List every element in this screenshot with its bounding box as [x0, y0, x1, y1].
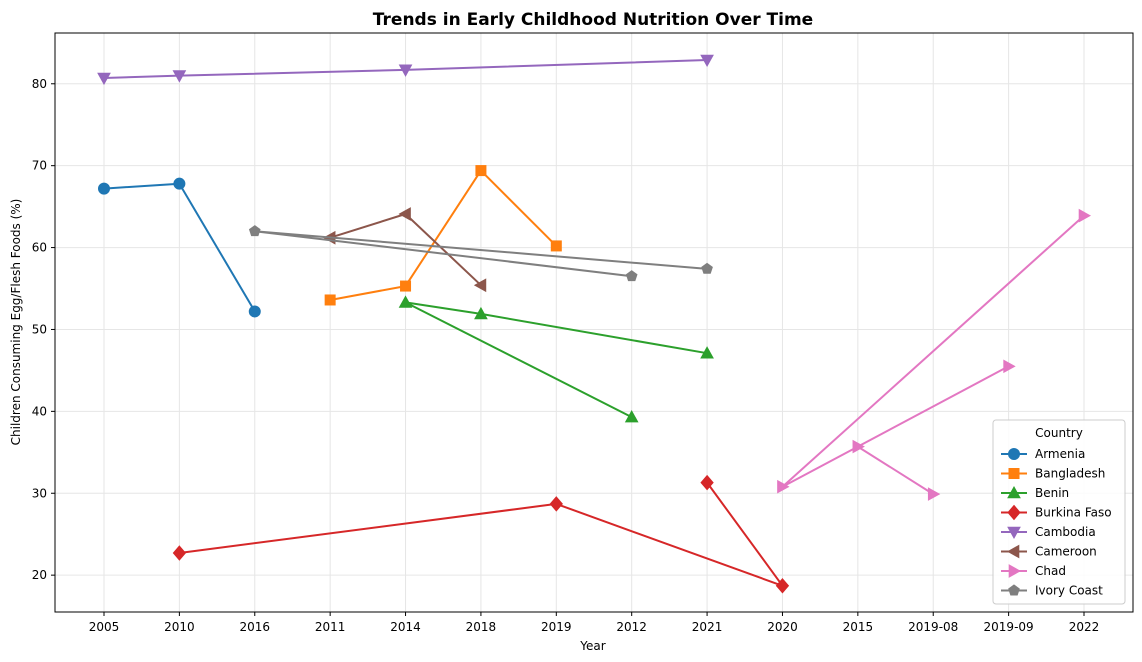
- x-tick-label: 2018: [466, 620, 497, 634]
- data-point: [248, 305, 261, 318]
- x-tick-label: 2019: [541, 620, 572, 634]
- y-tick-label: 40: [32, 404, 47, 418]
- data-point: [700, 346, 714, 359]
- x-tick-label: 2015: [843, 620, 874, 634]
- data-point: [549, 496, 563, 512]
- plot-area-frame: [54, 32, 1134, 613]
- series-layer: [97, 54, 1092, 594]
- y-tick-label: 60: [32, 241, 47, 255]
- x-axis-ticks: 2005 2010 2016 2011 2014 2018 2019 2012 2021 2020…: [89, 612, 1100, 634]
- legend-marker: [1007, 504, 1021, 521]
- data-point: [700, 54, 714, 68]
- series-cambodia: [97, 54, 714, 86]
- legend-label: Burkina Faso: [1035, 506, 1112, 520]
- legend-label: Ivory Coast: [1035, 584, 1103, 598]
- legend-marker: [1008, 584, 1020, 596]
- series-line: [404, 301, 708, 418]
- grid: [55, 33, 1133, 612]
- legend-item: Cameroon: [1001, 545, 1097, 559]
- x-tick-label: 2021: [692, 620, 723, 634]
- y-tick-label: 50: [32, 322, 47, 336]
- legend-marker: [1006, 544, 1020, 559]
- data-point: [398, 207, 411, 221]
- legend-label: Bangladesh: [1035, 467, 1105, 481]
- x-tick-label: 2011: [315, 620, 346, 634]
- legend-marker: [1008, 448, 1020, 460]
- series-benin: [398, 295, 714, 423]
- legend-label: Cameroon: [1035, 545, 1097, 559]
- data-point: [775, 578, 790, 594]
- legend-marker: [1008, 564, 1022, 578]
- legend-marker: [1007, 485, 1021, 499]
- data-point: [474, 306, 488, 320]
- data-point: [701, 262, 713, 274]
- legend-label: Chad: [1035, 564, 1066, 578]
- data-point: [852, 439, 865, 454]
- data-point: [624, 410, 639, 423]
- data-point: [398, 64, 413, 77]
- legend-item: Ivory Coast: [1001, 584, 1103, 598]
- legend-item: Cambodia: [1001, 525, 1096, 540]
- series-armenia: [98, 177, 261, 318]
- data-point: [172, 70, 187, 83]
- legend-label: Armenia: [1035, 447, 1085, 461]
- legend-marker: [1008, 468, 1020, 479]
- data-point: [475, 165, 487, 177]
- series-line: [330, 169, 558, 301]
- series-burkina-faso: [172, 474, 790, 594]
- legend-item: Armenia: [1001, 447, 1085, 461]
- data-point: [625, 270, 638, 282]
- data-point: [1078, 208, 1092, 223]
- legend-title: Country: [1035, 426, 1083, 440]
- legend: Country Armenia Bangladesh Benin Burkina Fa…: [992, 419, 1126, 605]
- legend-label: Benin: [1035, 486, 1069, 500]
- y-tick-label: 20: [32, 568, 47, 582]
- series-chad: [777, 208, 1092, 501]
- x-tick-label: 2005: [89, 620, 120, 634]
- y-tick-label: 80: [32, 77, 47, 91]
- y-axis-label: Children Consuming Egg/Flesh Foods (%): [9, 199, 23, 446]
- legend-marker: [1007, 526, 1021, 540]
- legend-item: Chad: [1001, 564, 1066, 578]
- data-point: [398, 295, 413, 308]
- y-tick-label: 70: [32, 159, 47, 173]
- data-point: [400, 280, 412, 292]
- series-ivory-coast: [248, 225, 713, 282]
- x-axis-label: Year: [579, 639, 605, 653]
- x-tick-label: 2016: [239, 620, 270, 634]
- data-point: [172, 545, 187, 561]
- x-tick-label: 2010: [164, 620, 195, 634]
- data-point: [777, 479, 790, 494]
- data-point: [473, 278, 487, 293]
- x-tick-label: 2019-09: [984, 620, 1034, 634]
- x-tick-label: 2014: [390, 620, 421, 634]
- legend-item: Bangladesh: [1001, 467, 1105, 481]
- legend-item: Burkina Faso: [1001, 504, 1112, 521]
- data-point: [248, 225, 261, 237]
- legend-label: Cambodia: [1035, 525, 1096, 539]
- data-point: [550, 240, 562, 252]
- data-point: [97, 72, 111, 86]
- y-tick-label: 30: [32, 486, 47, 500]
- data-point: [700, 474, 714, 491]
- series-line: [179, 482, 784, 587]
- data-point: [927, 487, 941, 501]
- y-axis-ticks: 20 30 40 50 60 70 80: [32, 77, 55, 582]
- chart-title: Trends in Early Childhood Nutrition Over…: [373, 10, 813, 30]
- x-tick-label: 2022: [1069, 620, 1100, 634]
- legend-box: [992, 419, 1126, 605]
- data-point: [324, 294, 336, 306]
- x-tick-label: 2019-08: [908, 620, 958, 634]
- legend-item: Benin: [1001, 485, 1069, 500]
- series-bangladesh: [324, 165, 562, 306]
- data-point: [173, 177, 186, 190]
- series-line: [103, 59, 708, 79]
- x-tick-label: 2020: [767, 620, 798, 634]
- x-tick-label: 2012: [616, 620, 647, 634]
- data-point: [1003, 359, 1016, 374]
- data-point: [98, 182, 110, 195]
